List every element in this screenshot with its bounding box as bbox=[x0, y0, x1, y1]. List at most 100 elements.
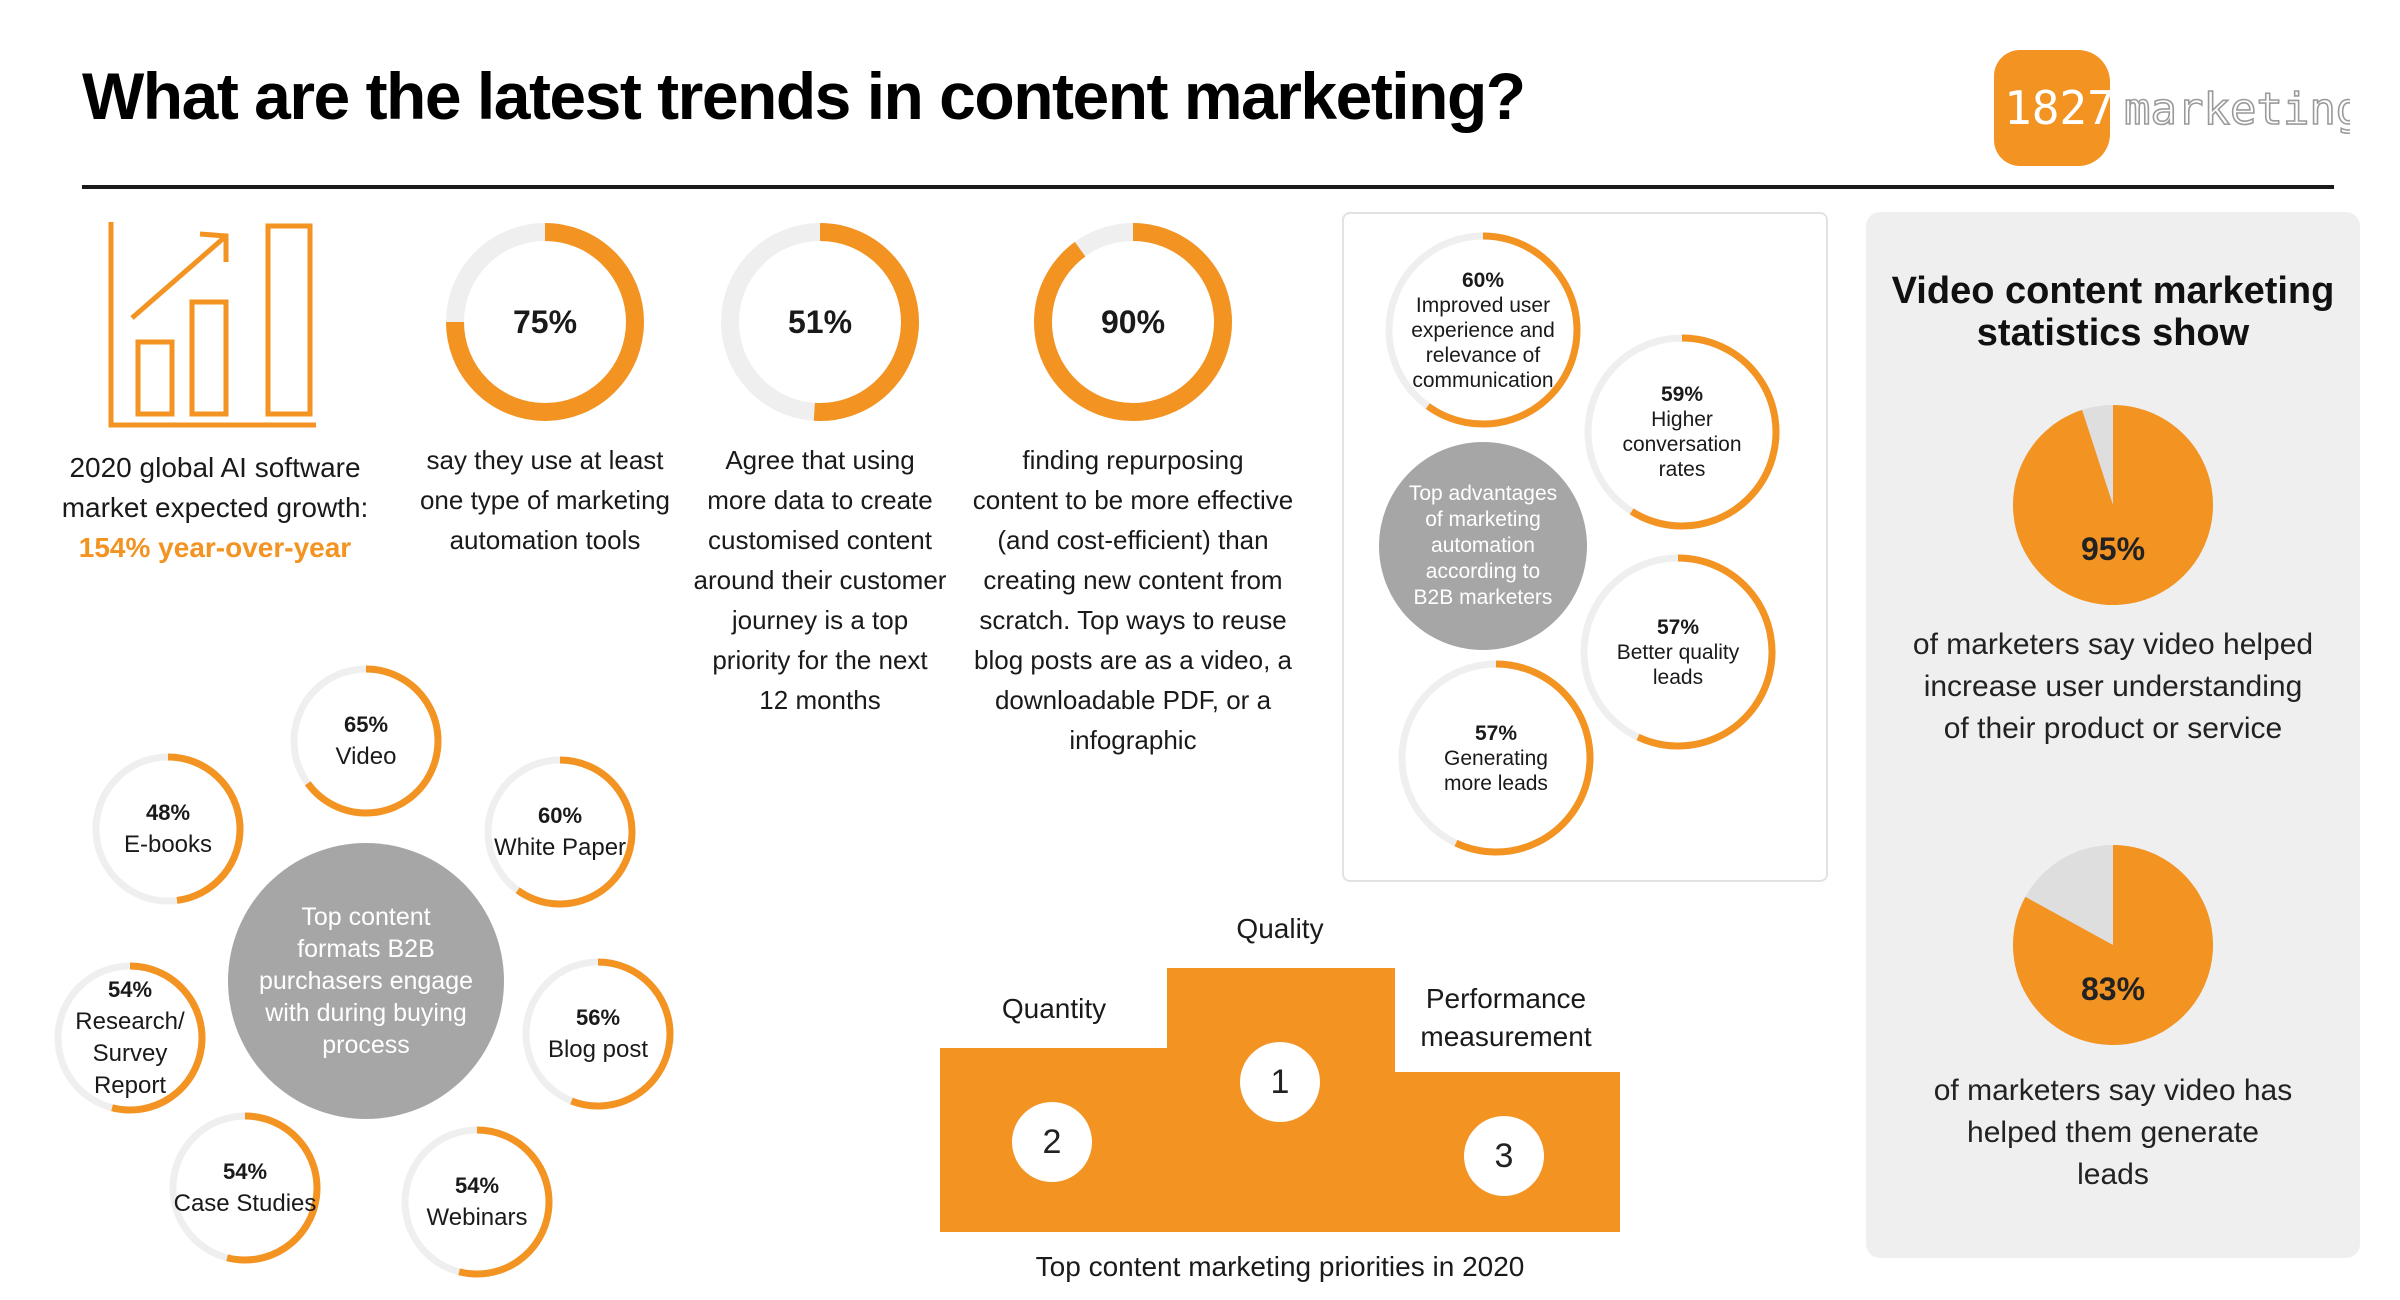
advantage-ring-1-arc bbox=[1425, 232, 1581, 428]
caption-line: one type of marketing bbox=[419, 485, 671, 515]
top-stat-ring-2: 51% bbox=[712, 214, 928, 430]
caption-line: of marketers say video has bbox=[1933, 1074, 2293, 1107]
format-ring-7-label: 48% E-books bbox=[89, 750, 247, 908]
top-stat-ring-1-value: 75% bbox=[512, 304, 578, 340]
advantage-ring-2: 59% Higher conversation rates bbox=[1581, 331, 1783, 533]
priorities-podium: 1 2 3 bbox=[940, 968, 1620, 1232]
video-pie-1-value: 95% bbox=[2080, 530, 2146, 567]
format-ring-7: 48% E-books bbox=[89, 750, 247, 908]
advantages-hub-line: Top advantages bbox=[1408, 482, 1558, 505]
video-pie-2-label: 83% bbox=[2013, 845, 2213, 1045]
logo-number: 1827 bbox=[2004, 81, 2115, 135]
advantage-ring-1-value: 60% bbox=[1461, 268, 1505, 292]
format-ring-6: 54% Research/Survey Report bbox=[51, 959, 209, 1117]
top-stat-ring-2-value: 51% bbox=[787, 304, 853, 340]
caption-line: finding repurposing bbox=[1022, 445, 1244, 475]
advantage-ring-3-label: 57% Better quality leads bbox=[1577, 551, 1779, 753]
advantage-ring-2-arc bbox=[1629, 334, 1780, 530]
advantage-ring-2-value: 59% bbox=[1660, 383, 1704, 406]
format-ring-3-label: 56% Blog post bbox=[519, 955, 677, 1113]
advantage-ring-4-label: 57% Generating more leads bbox=[1395, 657, 1597, 859]
format-ring-3: 56% Blog post bbox=[519, 955, 677, 1113]
caption-line: leads bbox=[2077, 1158, 2149, 1191]
advantage-ring-2-label: 59% Higher conversation rates bbox=[1581, 331, 1783, 533]
format-ring-4: 54% Webinars bbox=[398, 1123, 556, 1281]
caption-line: around their customer bbox=[693, 565, 947, 595]
video-pie-2-value: 83% bbox=[2080, 970, 2146, 1007]
caption-line: helped them generate bbox=[1967, 1116, 2259, 1149]
format-ring-4-label: 54% Webinars bbox=[398, 1123, 556, 1281]
format-ring-2-value: 60% bbox=[537, 803, 583, 828]
format-ring-1-arc bbox=[304, 665, 442, 817]
video-pie-1-label: 95% bbox=[2013, 405, 2213, 605]
growth-chart-icon bbox=[108, 222, 316, 428]
video-title-line-2: statistics show bbox=[1976, 312, 2250, 354]
top-stat-ring-3-arc bbox=[1034, 223, 1232, 421]
formats-hub-line: Top content bbox=[301, 903, 431, 931]
top-stat-caption-3: finding repurposing content to be more ef… bbox=[956, 440, 1310, 760]
brand-logo: 1827 marketing bbox=[1990, 46, 2363, 170]
format-ring-2-arc bbox=[515, 756, 636, 908]
advantage-ring-4-name-line: Generating bbox=[1444, 746, 1548, 770]
format-ring-4-name-line: Webinars bbox=[426, 1204, 528, 1231]
format-ring-7-name-line: E-books bbox=[123, 831, 213, 858]
advantage-ring-3: 57% Better quality leads bbox=[1577, 551, 1779, 753]
formats-hub-line: process bbox=[322, 1031, 410, 1059]
video-pie-1-slice bbox=[2013, 405, 2213, 605]
format-ring-3-arc bbox=[570, 958, 674, 1110]
top-stat-ring-3: 90% bbox=[1025, 214, 1241, 430]
ai-stat-line-2: market expected growth: bbox=[61, 492, 369, 523]
format-ring-2: 60% White Paper bbox=[481, 753, 639, 911]
podium-label-2: Quantity bbox=[1001, 993, 1107, 1024]
format-ring-7-arc bbox=[167, 753, 244, 904]
advantage-ring-4: 57% Generating more leads bbox=[1395, 657, 1597, 859]
format-ring-4-value: 54% bbox=[454, 1173, 500, 1198]
format-ring-5: 54% Case Studies bbox=[166, 1109, 324, 1267]
podium-label-3: Performance measurement bbox=[1396, 980, 1616, 1056]
advantage-ring-1-name-line: experience and bbox=[1411, 318, 1555, 342]
ai-stat-highlight: 154% year-over-year bbox=[78, 532, 352, 563]
format-ring-1-value: 65% bbox=[343, 712, 389, 737]
top-stat-caption-1: say they use at least one type of marketi… bbox=[392, 440, 698, 560]
caption-line: 12 months bbox=[759, 685, 881, 715]
caption-line: of their product or service bbox=[1943, 712, 2283, 745]
format-ring-3-name-line: Blog post bbox=[547, 1036, 649, 1063]
advantage-ring-1-label: 60% Improved user experience and relevance … bbox=[1382, 229, 1584, 431]
title-divider bbox=[82, 185, 2334, 189]
advantages-hub-line: according to bbox=[1425, 560, 1541, 583]
ai-stat-line-1: 2020 global AI software bbox=[69, 452, 361, 483]
logo-word: marketing bbox=[2124, 84, 2350, 135]
caption-line: scratch. Top ways to reuse bbox=[979, 605, 1287, 635]
video-title-line-1: Video content marketing bbox=[1891, 270, 2335, 312]
podium-rank-1: 1 bbox=[1240, 1042, 1320, 1122]
caption-line: (and cost-efficient) than bbox=[997, 525, 1269, 555]
format-ring-3-value: 56% bbox=[575, 1005, 621, 1030]
podium-label-3-line-2: measurement bbox=[1420, 1021, 1592, 1052]
video-panel-title: Video content marketing statistics show bbox=[1866, 270, 2360, 354]
advantages-hub-line: B2B marketers bbox=[1413, 586, 1553, 609]
formats-hub-line: with during buying bbox=[265, 999, 467, 1027]
podium-rank-2: 2 bbox=[1012, 1102, 1092, 1182]
caption-line: creating new content from bbox=[983, 565, 1283, 595]
video-pie-2-slice bbox=[2013, 845, 2213, 1045]
format-ring-6-arc bbox=[111, 962, 206, 1114]
caption-line: automation tools bbox=[449, 525, 641, 555]
top-stat-ring-2-label: 51% bbox=[712, 214, 928, 430]
formats-hub: Top content formats B2B purchasers engage w… bbox=[228, 843, 504, 1119]
priorities-caption: Top content marketing priorities in 2020 bbox=[1035, 1251, 1525, 1282]
caption-line: more data to create bbox=[707, 485, 933, 515]
caption-line: customised content bbox=[707, 525, 932, 555]
advantage-ring-2-name-line: rates bbox=[1658, 458, 1706, 481]
format-ring-2-name-line: White Paper bbox=[493, 834, 627, 861]
format-ring-6-name-line: Research/ bbox=[75, 1008, 185, 1035]
advantage-ring-1-name-line: communication bbox=[1412, 368, 1554, 392]
caption-line: priority for the next bbox=[712, 645, 928, 675]
advantage-ring-3-name-line: leads bbox=[1652, 665, 1704, 689]
top-stat-ring-1: 75% bbox=[437, 214, 653, 430]
formats-hub-line: formats B2B bbox=[297, 935, 435, 963]
video-stats-panel bbox=[1866, 212, 2360, 1258]
advantages-hub-line: of marketing bbox=[1425, 508, 1541, 531]
caption-line: infographic bbox=[1069, 725, 1197, 755]
advantages-hub: Top advantages of marketing automation acco… bbox=[1379, 442, 1587, 650]
format-ring-1-label: 65% Video bbox=[287, 662, 445, 820]
